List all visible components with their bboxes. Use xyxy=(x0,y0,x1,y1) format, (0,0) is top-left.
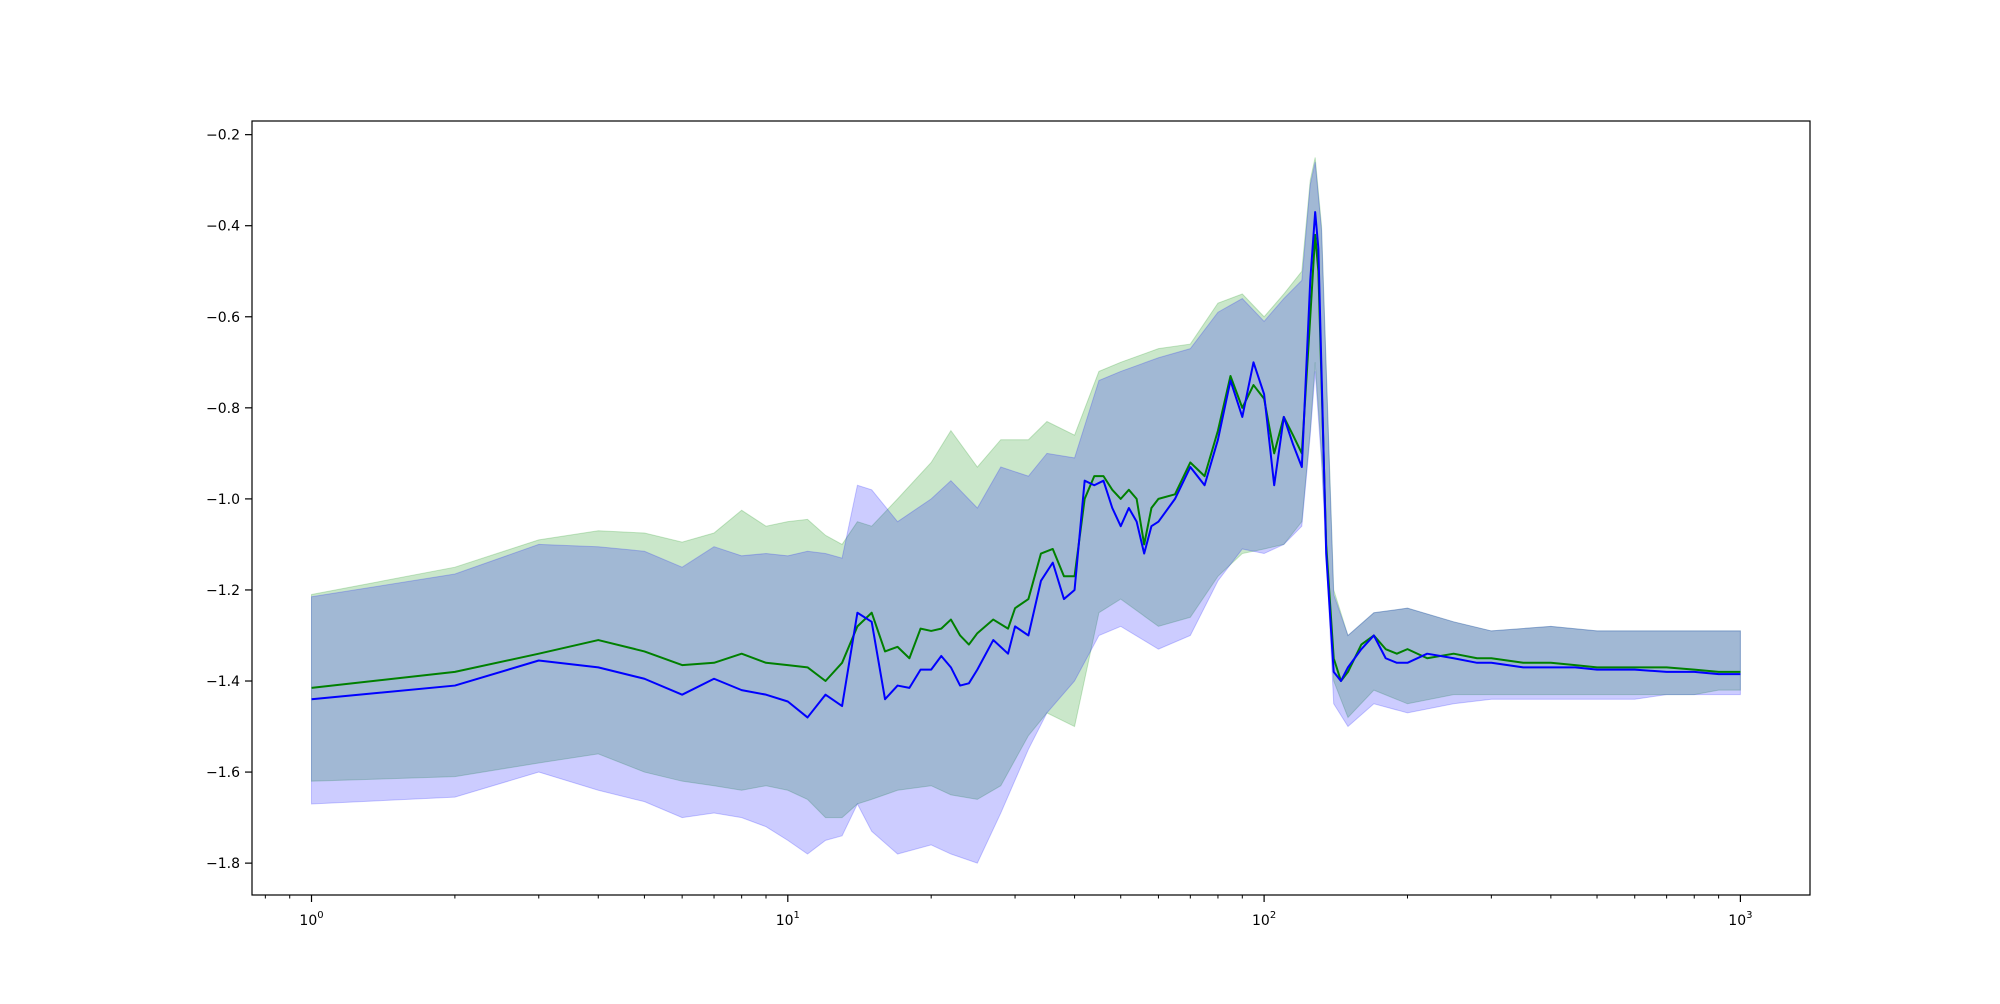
y-tick-label: −1.4 xyxy=(206,674,240,690)
x-axis-ticks: 100 101 102 103 xyxy=(264,895,1753,929)
y-axis-ticks: −1.8 −1.6 −1.4 −1.2 −1.0 −0.8 −0.6 −0.4 −0.2 xyxy=(206,128,252,872)
series-lines xyxy=(311,211,1741,719)
axes xyxy=(251,120,1811,896)
y-tick-label: −1.8 xyxy=(206,856,240,872)
confidence-bands xyxy=(311,157,1741,864)
x-tick-label: 102 xyxy=(1252,910,1276,929)
y-tick-label: −1.6 xyxy=(206,765,240,781)
y-tick-label: −0.8 xyxy=(206,401,240,417)
y-tick-label: −0.4 xyxy=(206,219,240,235)
y-tick-label: −0.2 xyxy=(206,128,240,144)
series-line-2 xyxy=(311,211,1741,719)
plot-frame xyxy=(251,120,1811,896)
y-tick-label: −1.2 xyxy=(206,583,240,599)
confidence-band-2 xyxy=(311,161,1741,864)
series-line-1 xyxy=(311,233,1741,689)
x-tick-label: 103 xyxy=(1728,910,1752,929)
y-tick-label: −0.6 xyxy=(206,310,240,326)
y-tick-label: −1.0 xyxy=(206,492,240,508)
x-tick-label: 100 xyxy=(299,910,323,929)
x-tick-label: 101 xyxy=(776,910,800,929)
